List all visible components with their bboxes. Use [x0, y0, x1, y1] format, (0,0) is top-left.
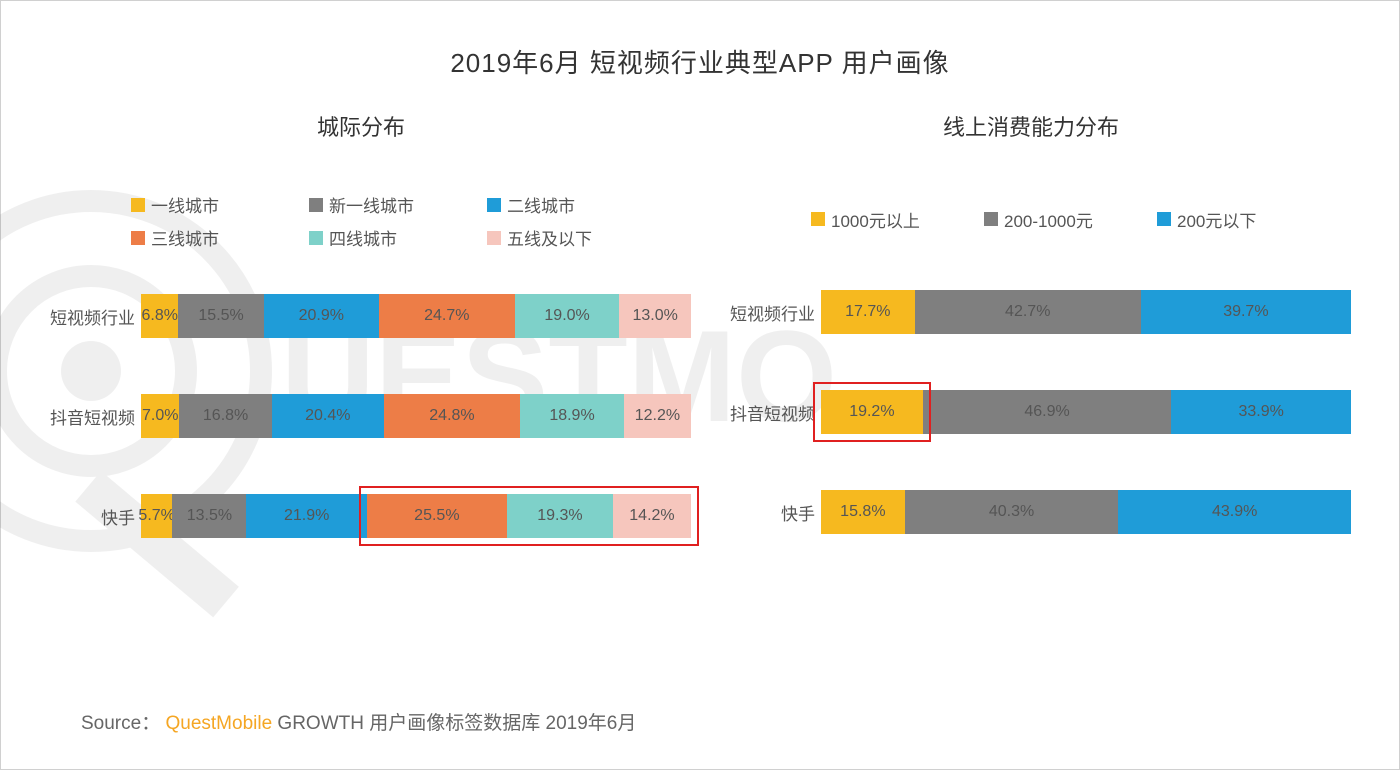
legend-label: 五线及以下 — [507, 225, 592, 250]
legend-swatch — [487, 231, 501, 245]
row-label: 短视频行业 — [711, 300, 821, 325]
stacked-bar: 7.0%16.8%20.4%24.8%18.9%12.2% — [141, 394, 691, 438]
legend-label: 新一线城市 — [329, 192, 414, 217]
legend-swatch — [487, 198, 501, 212]
left-subtitle: 城际分布 — [31, 110, 691, 142]
bar-segment: 6.8% — [141, 294, 178, 338]
bar-segment: 19.0% — [515, 294, 620, 338]
row-label: 抖音短视频 — [31, 404, 141, 429]
bar-segment: 13.5% — [172, 494, 246, 538]
legend-item: 四线城市 — [309, 225, 479, 250]
bar-segment: 5.7% — [141, 494, 172, 538]
left-chart: 短视频行业6.8%15.5%20.9%24.7%19.0%13.0% 抖音短视频7… — [31, 294, 691, 538]
consumption-panel: 线上消费能力分布 1000元以上 200-1000元 200元以下 短视频行业17.… — [691, 110, 1351, 594]
legend-item: 五线及以下 — [487, 225, 657, 250]
row-label: 快手 — [31, 504, 141, 529]
bar-segment: 16.8% — [179, 394, 271, 438]
legend-swatch — [309, 231, 323, 245]
chart-row: 快手5.7%13.5%21.9%25.5%19.3%14.2% — [31, 494, 691, 538]
bar-segment: 12.2% — [624, 394, 691, 438]
legend-swatch — [984, 212, 998, 226]
bar-segment: 25.5% — [367, 494, 507, 538]
right-legend: 1000元以上 200-1000元 200元以下 — [711, 192, 1351, 254]
bar-segment: 19.2% — [821, 390, 923, 434]
legend-swatch — [131, 198, 145, 212]
source-brand: QuestMobile — [165, 713, 272, 734]
legend-label: 二线城市 — [507, 192, 575, 217]
bar-segment: 40.3% — [905, 490, 1119, 534]
legend-label: 一线城市 — [151, 192, 219, 217]
legend-item: 三线城市 — [131, 225, 301, 250]
page-title: 2019年6月 短视频行业典型APP 用户画像 — [1, 1, 1399, 80]
bar-segment: 33.9% — [1171, 390, 1351, 434]
source-line: Source： QuestMobile GROWTH 用户画像标签数据库 201… — [81, 708, 636, 735]
bar-segment: 17.7% — [821, 290, 915, 334]
legend-label: 200-1000元 — [1004, 207, 1093, 232]
legend-item: 200元以下 — [1157, 192, 1322, 246]
chart-row: 短视频行业6.8%15.5%20.9%24.7%19.0%13.0% — [31, 294, 691, 338]
legend-label: 200元以下 — [1177, 207, 1256, 232]
row-label: 抖音短视频 — [711, 400, 821, 425]
legend-label: 1000元以上 — [831, 207, 920, 232]
bar-segment: 24.8% — [384, 394, 520, 438]
bar-segment: 42.7% — [915, 290, 1141, 334]
legend-item: 新一线城市 — [309, 192, 479, 217]
right-chart: 短视频行业17.7%42.7%39.7% 抖音短视频19.2%46.9%33.9%… — [711, 290, 1351, 534]
stacked-bar: 5.7%13.5%21.9%25.5%19.3%14.2% — [141, 494, 691, 538]
stacked-bar: 19.2%46.9%33.9% — [821, 390, 1351, 434]
chart-row: 快手15.8%40.3%43.9% — [711, 490, 1351, 534]
bar-segment: 18.9% — [520, 394, 624, 438]
bar-segment: 19.3% — [507, 494, 613, 538]
chart-row: 短视频行业17.7%42.7%39.7% — [711, 290, 1351, 334]
bar-segment: 43.9% — [1118, 490, 1351, 534]
legend-swatch — [1157, 212, 1171, 226]
bar-segment: 7.0% — [141, 394, 179, 438]
source-suffix: GROWTH 用户画像标签数据库 2019年6月 — [272, 713, 636, 734]
bar-segment: 20.4% — [272, 394, 384, 438]
chart-row: 抖音短视频7.0%16.8%20.4%24.8%18.9%12.2% — [31, 394, 691, 438]
stacked-bar: 15.8%40.3%43.9% — [821, 490, 1351, 534]
legend-item: 一线城市 — [131, 192, 301, 217]
bar-segment: 15.5% — [178, 294, 263, 338]
bar-segment: 14.2% — [613, 494, 691, 538]
row-label: 短视频行业 — [31, 304, 141, 329]
stacked-bar: 6.8%15.5%20.9%24.7%19.0%13.0% — [141, 294, 691, 338]
left-legend: 一线城市 新一线城市 二线城市三线城市 四线城市 五线及以下 — [31, 192, 691, 258]
bar-segment: 39.7% — [1141, 290, 1351, 334]
bar-segment: 15.8% — [821, 490, 905, 534]
bar-segment: 46.9% — [923, 390, 1172, 434]
legend-swatch — [811, 212, 825, 226]
legend-item: 200-1000元 — [984, 192, 1149, 246]
bar-segment: 21.9% — [246, 494, 366, 538]
bar-segment: 20.9% — [264, 294, 379, 338]
legend-item: 1000元以上 — [811, 192, 976, 246]
bar-segment: 13.0% — [619, 294, 691, 338]
legend-label: 四线城市 — [329, 225, 397, 250]
legend-item: 二线城市 — [487, 192, 657, 217]
row-label: 快手 — [711, 500, 821, 525]
source-prefix: Source： — [81, 713, 165, 734]
legend-label: 三线城市 — [151, 225, 219, 250]
legend-swatch — [309, 198, 323, 212]
bar-segment: 24.7% — [379, 294, 515, 338]
right-subtitle: 线上消费能力分布 — [711, 110, 1351, 142]
chart-row: 抖音短视频19.2%46.9%33.9% — [711, 390, 1351, 434]
legend-swatch — [131, 231, 145, 245]
stacked-bar: 17.7%42.7%39.7% — [821, 290, 1351, 334]
city-distribution-panel: 城际分布 一线城市 新一线城市 二线城市三线城市 四线城市 五线及以下 短视频行业6.8… — [31, 110, 691, 594]
